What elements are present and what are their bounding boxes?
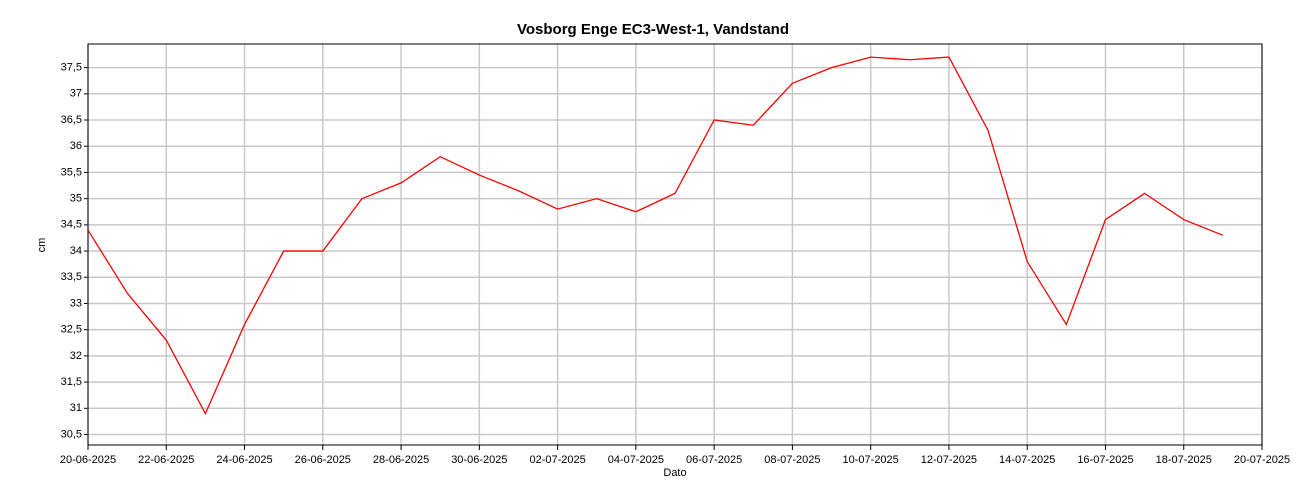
y-axis-label: cm [36, 238, 48, 253]
y-tick-label: 37 [70, 88, 82, 100]
y-tick-label: 36 [70, 140, 82, 152]
x-tick-label: 08-07-2025 [764, 454, 820, 466]
x-tick-label: 12-07-2025 [921, 454, 977, 466]
x-tick-label: 04-07-2025 [608, 454, 664, 466]
x-tick-label: 28-06-2025 [373, 454, 429, 466]
x-tick-label: 02-07-2025 [529, 454, 585, 466]
x-tick-label: 20-06-2025 [60, 454, 116, 466]
x-axis-label: Dato [663, 467, 686, 479]
y-tick-label: 36,5 [61, 114, 82, 126]
y-tick-label: 33,5 [61, 271, 82, 283]
y-tick-label: 31 [70, 402, 82, 414]
y-tick-label: 31,5 [61, 376, 82, 388]
y-tick-label: 37,5 [61, 61, 82, 73]
y-tick-label: 35 [70, 193, 82, 205]
x-tick-label: 10-07-2025 [843, 454, 899, 466]
y-tick-label: 32 [70, 350, 82, 362]
y-tick-label: 32,5 [61, 324, 82, 336]
y-tick-label: 34 [70, 245, 82, 257]
y-tick-label: 30,5 [61, 428, 82, 440]
x-tick-label: 20-07-2025 [1234, 454, 1290, 466]
x-tick-label: 24-06-2025 [216, 454, 272, 466]
y-tick-label: 34,5 [61, 219, 82, 231]
x-tick-label: 30-06-2025 [451, 454, 507, 466]
chart-title: Vosborg Enge EC3-West-1, Vandstand [517, 21, 789, 38]
y-tick-label: 33 [70, 297, 82, 309]
data-line [87, 56, 1224, 416]
x-tick-label: 18-07-2025 [1156, 454, 1212, 466]
plot-frame [87, 43, 1263, 446]
x-tick-label: 14-07-2025 [999, 454, 1055, 466]
y-tick-label: 35,5 [61, 166, 82, 178]
x-tick-label: 22-06-2025 [138, 454, 194, 466]
x-tick-label: 06-07-2025 [686, 454, 742, 466]
x-tick-label: 16-07-2025 [1077, 454, 1133, 466]
x-tick-label: 26-06-2025 [295, 454, 351, 466]
